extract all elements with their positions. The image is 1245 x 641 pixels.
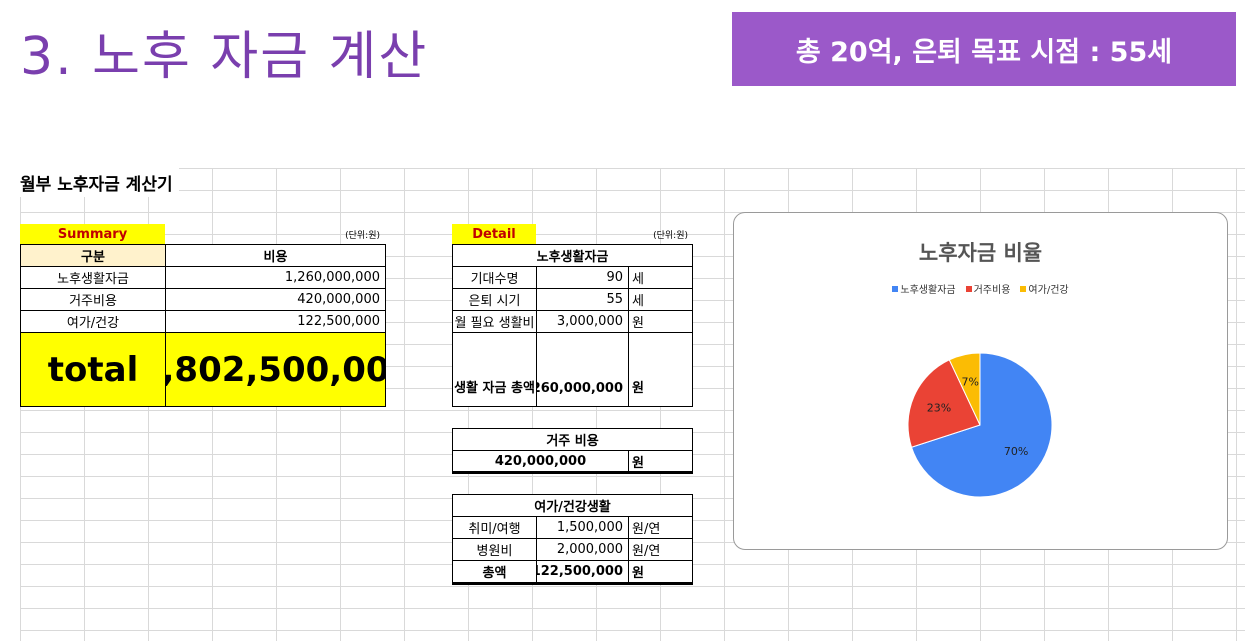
detail-living-row-value: 3,000,000: [536, 310, 629, 333]
detail-living-row-unit: 원: [628, 310, 693, 333]
legend-item: 거주비용: [965, 281, 1011, 296]
detail-leisure-row-value: 2,000,000: [536, 538, 629, 561]
chart-card[interactable]: 노후자금 비율 노후생활자금 거주비용 여가/건강 70% 23% 7%: [733, 212, 1228, 550]
summary-row-category: 거주비용: [20, 288, 166, 311]
detail-living-row-label: 은퇴 시기: [452, 288, 537, 311]
detail-living-row-value: 55: [536, 288, 629, 311]
detail-living-row-unit: 세: [628, 266, 693, 289]
detail-living-header: 노후생활자금: [452, 244, 693, 267]
summary-header-category: 구분: [20, 244, 166, 267]
summary-unit-note: (단위:원): [345, 230, 380, 241]
detail-housing-unit: 원: [628, 450, 693, 474]
pie-data-label-2: 7%: [962, 375, 979, 388]
chart-legend: 노후생활자금 거주비용 여가/건강: [734, 281, 1227, 296]
detail-living-row-unit: 세: [628, 288, 693, 311]
legend-label: 거주비용: [973, 285, 1011, 296]
pie-slice-0: [910, 352, 1053, 498]
detail-leisure-row-value: 1,500,000: [536, 516, 629, 539]
detail-leisure-row-label: 취미/여행: [452, 516, 537, 539]
legend-label: 노후생활자금: [900, 285, 956, 296]
detail-leisure-header: 여가/건강생활: [452, 494, 693, 517]
detail-housing-value: 420,000,000: [452, 450, 629, 474]
pie-chart: 70% 23% 7%: [907, 352, 1053, 498]
summary-header-cost: 비용: [165, 244, 386, 267]
legend-label: 여가/건강: [1028, 285, 1069, 296]
detail-living-total-label: 생활 자금 총액: [452, 332, 537, 407]
summary-row-cost: 1,260,000,000: [165, 266, 386, 289]
legend-swatch-red: [965, 285, 972, 292]
detail-living-row-value: 90: [536, 266, 629, 289]
detail-label: Detail: [452, 224, 536, 244]
pie-slice-2: [948, 352, 981, 426]
detail-leisure-total-value: 122,500,000: [536, 560, 629, 585]
page-title: 3. 노후 자금 계산: [20, 27, 429, 87]
summary-row-category: 노후생활자금: [20, 266, 166, 289]
detail-leisure-row-unit: 원/연: [628, 538, 693, 561]
summary-row-cost: 122,500,000: [165, 310, 386, 333]
legend-item: 노후생활자금: [892, 281, 956, 296]
detail-leisure-row-unit: 원/연: [628, 516, 693, 539]
chart-title: 노후자금 비율: [918, 241, 1043, 265]
detail-living-total-unit: 원: [628, 332, 693, 407]
detail-housing-header: 거주 비용: [452, 428, 693, 451]
summary-total-label: total: [20, 332, 166, 407]
legend-swatch-yellow: [1020, 285, 1027, 292]
pie-slice-1: [907, 359, 981, 448]
detail-leisure-row-label: 병원비: [452, 538, 537, 561]
summary-row-cost: 420,000,000: [165, 288, 386, 311]
pie-data-label-1: 23%: [927, 401, 951, 414]
detail-unit-note: (단위:원): [653, 230, 688, 241]
summary-total-value: 1,802,500,000: [165, 332, 386, 407]
sheet-title: 월부 노후자금 계산기: [20, 168, 179, 197]
legend-item: 여가/건강: [1020, 281, 1069, 296]
summary-row-category: 여가/건강: [20, 310, 166, 333]
detail-living-row-label: 월 필요 생활비: [452, 310, 537, 333]
detail-leisure-total-label: 총액: [452, 560, 537, 585]
summary-label: Summary: [20, 224, 165, 244]
detail-living-total-value: 1,260,000,000: [536, 332, 629, 407]
detail-leisure-total-unit: 원: [628, 560, 693, 585]
legend-swatch-blue: [892, 285, 899, 292]
detail-living-row-label: 기대수명: [452, 266, 537, 289]
goal-banner: 총 20억, 은퇴 목표 시점 : 55세: [732, 12, 1236, 86]
pie-data-label-0: 70%: [1004, 445, 1028, 458]
